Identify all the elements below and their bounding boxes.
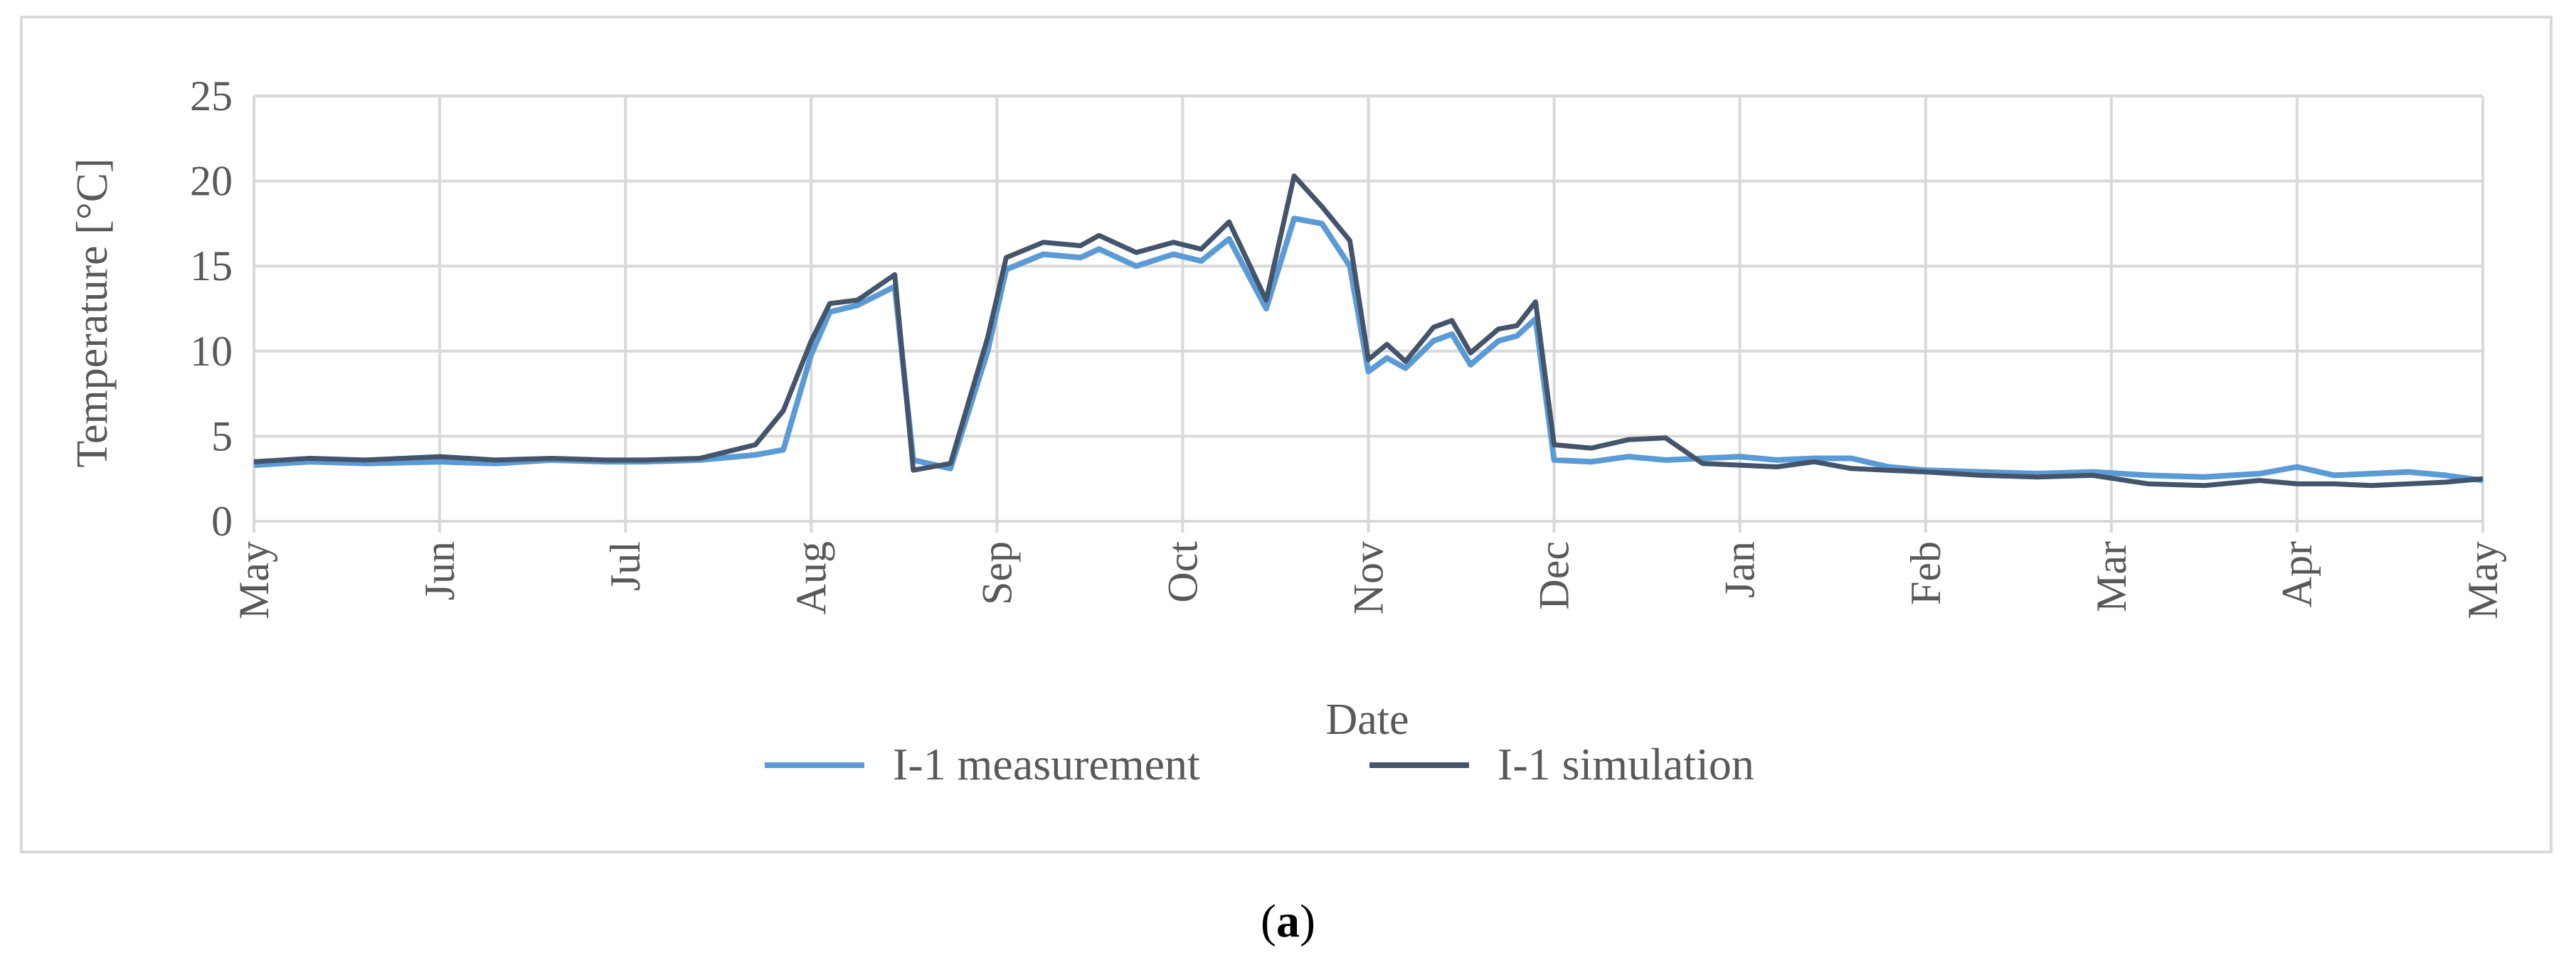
x-tick-label: Mar bbox=[2088, 541, 2135, 612]
series-line-simulation bbox=[253, 173, 2484, 489]
x-tick-label: Apr bbox=[2274, 541, 2321, 607]
x-tick-label: Jan bbox=[1717, 541, 1764, 598]
x-tick-label: May bbox=[230, 541, 277, 619]
x-tick-label: Jul bbox=[602, 541, 649, 591]
x-tick-label: Feb bbox=[1902, 541, 1949, 605]
axes: 0 5 10 15 20 25 May Jun Jul Aug Sep Oct Nov Dec Jan Feb… bbox=[190, 73, 2506, 619]
figure-caption: (a) bbox=[0, 895, 2576, 949]
x-tick-label: Aug bbox=[788, 541, 834, 614]
x-tick-label: Dec bbox=[1531, 541, 1578, 610]
legend: I-1 measurement I-1 simulation bbox=[765, 739, 1754, 789]
x-tick-label: Nov bbox=[1345, 541, 1392, 614]
series-line-measurement bbox=[253, 215, 2484, 484]
x-tick-label: May bbox=[2459, 541, 2506, 619]
y-tick-label: 0 bbox=[211, 498, 233, 545]
y-tick-label: 20 bbox=[190, 158, 233, 205]
y-tick-label: 10 bbox=[190, 328, 233, 375]
y-tick-label: 25 bbox=[190, 73, 233, 119]
gridlines bbox=[253, 95, 2484, 521]
y-tick-label: 15 bbox=[190, 242, 233, 289]
x-tick-label: Oct bbox=[1159, 541, 1206, 603]
caption-letter: a bbox=[1276, 895, 1300, 947]
x-tick-label: Jun bbox=[416, 541, 463, 600]
y-tick-label: 5 bbox=[211, 412, 233, 459]
chart-frame bbox=[20, 16, 2553, 853]
legend-label-simulation: I-1 simulation bbox=[1498, 739, 1754, 789]
x-tick-label: Sep bbox=[973, 541, 1020, 605]
y-axis-title: Temperature [°C] bbox=[68, 158, 117, 467]
caption-close-paren: ) bbox=[1300, 895, 1315, 947]
legend-label-measurement: I-1 measurement bbox=[893, 739, 1200, 789]
caption-open-paren: ( bbox=[1261, 895, 1276, 947]
temperature-line-chart: 0 5 10 15 20 25 May Jun Jul Aug Sep Oct Nov Dec Jan Feb… bbox=[68, 73, 2506, 789]
x-axis-title: Date bbox=[1325, 695, 1409, 744]
series-lines bbox=[253, 173, 2484, 489]
